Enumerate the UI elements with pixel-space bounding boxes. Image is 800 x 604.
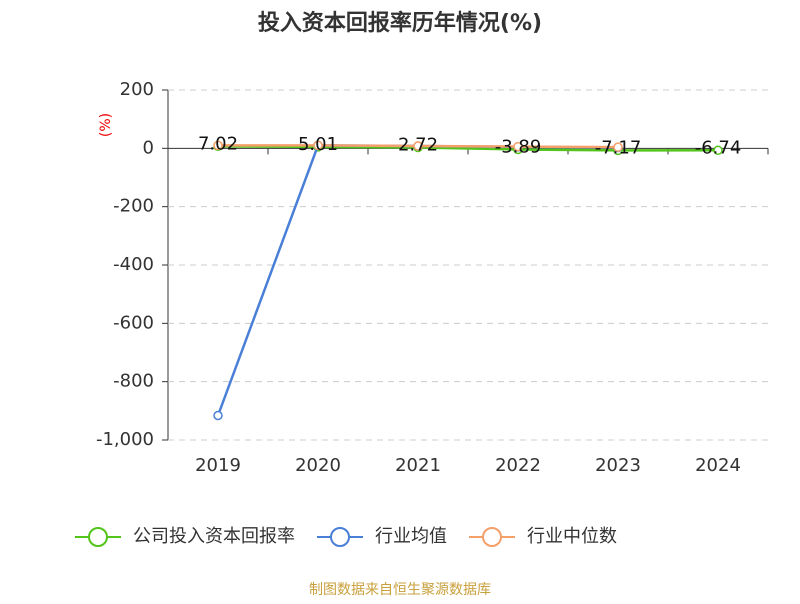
y-tick-label: 0 xyxy=(143,137,154,158)
series-line xyxy=(216,144,619,416)
chart-title: 投入资本回报率历年情况(%) xyxy=(258,10,542,36)
x-tick-label: 2023 xyxy=(595,455,641,476)
y-tick-label: -1,000 xyxy=(96,429,154,450)
x-tick-label: 2022 xyxy=(495,455,541,476)
point xyxy=(613,142,623,152)
y-tick-label: 200 xyxy=(120,79,154,100)
point xyxy=(413,141,423,151)
y-tick-label: -800 xyxy=(113,371,154,392)
legend-label: 公司投入资本回报率 xyxy=(133,526,295,547)
point xyxy=(513,141,523,152)
data-label: 7.02 xyxy=(198,133,238,154)
y-tick-label: -200 xyxy=(113,196,154,217)
data-label: 5.01 xyxy=(298,134,338,155)
legend-marker xyxy=(482,527,502,547)
y-tick-label: -400 xyxy=(113,254,154,275)
legend-marker xyxy=(330,527,350,547)
x-tick-label: 2020 xyxy=(295,455,341,476)
y-tick-label: -600 xyxy=(113,312,154,333)
point xyxy=(213,410,223,421)
point xyxy=(313,140,323,151)
legend-label: 行业中位数 xyxy=(527,526,617,547)
legend-label: 行业均值 xyxy=(375,526,447,547)
data-label: -3.89 xyxy=(495,136,542,157)
y-axis-label: (%) xyxy=(98,113,114,137)
data-label: -7.17 xyxy=(595,137,642,158)
legend-marker xyxy=(88,527,108,547)
legend: 公司投入资本回报率 行业均值 行业中位数 xyxy=(75,526,617,547)
point xyxy=(213,140,223,151)
point xyxy=(713,145,723,156)
series-line xyxy=(217,145,719,152)
x-tick-label: 2024 xyxy=(695,455,741,476)
x-tick-label: 2019 xyxy=(195,455,241,476)
source-note: 制图数据来自恒生聚源数据库 xyxy=(309,582,491,598)
data-label: -6.74 xyxy=(695,137,742,158)
x-tick-label: 2021 xyxy=(395,455,441,476)
data-label: 2.72 xyxy=(398,135,438,156)
